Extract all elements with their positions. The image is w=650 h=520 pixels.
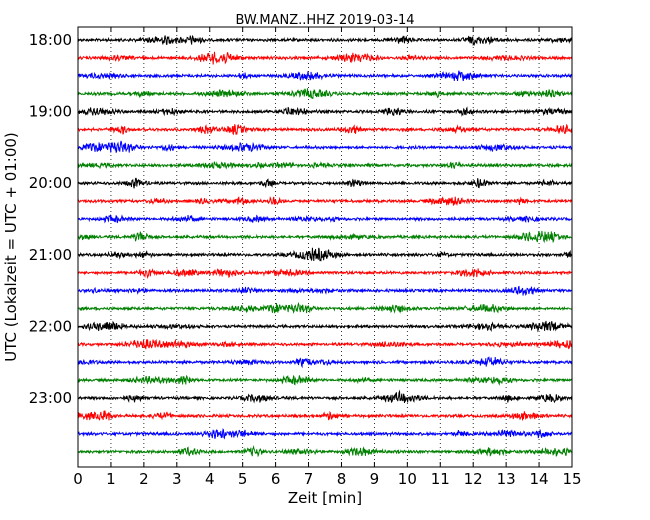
y-tick-label: 23:00	[29, 389, 72, 407]
trace-2115	[77, 268, 573, 279]
x-tick-label: 15	[562, 470, 581, 488]
x-tick-label: 1	[106, 470, 116, 488]
trace-1930	[77, 140, 573, 153]
x-tick-label: 7	[304, 470, 314, 488]
trace-2100	[77, 247, 573, 262]
trace-1800	[77, 34, 573, 47]
y-axis: 18:00 19:00 20:00 21:00 22:00 23:00	[29, 31, 572, 407]
trace-2315	[77, 410, 573, 421]
trace-2030	[77, 214, 572, 224]
y-tick-label: 22:00	[29, 317, 72, 335]
plot-area	[77, 26, 573, 468]
trace-2015	[77, 196, 573, 207]
trace-1945	[77, 161, 573, 170]
grid-lines	[110, 27, 540, 467]
trace-2330	[77, 427, 573, 440]
trace-2230	[77, 355, 573, 369]
x-tick-label: 2	[139, 470, 149, 488]
trace-2345	[77, 445, 573, 458]
trace-1915	[77, 123, 573, 136]
x-tick-label: 11	[431, 470, 450, 488]
trace-2300	[77, 389, 573, 404]
trace-2045	[77, 230, 573, 244]
x-tick-label: 9	[370, 470, 380, 488]
trace-2200	[77, 320, 573, 333]
trace-2215	[77, 338, 573, 350]
trace-2130	[77, 285, 573, 296]
x-tick-label: 12	[464, 470, 483, 488]
x-tick-label: 0	[73, 470, 83, 488]
y-axis-label: UTC (Lokalzeit = UTC + 01:00)	[2, 132, 20, 362]
x-tick-label: 10	[398, 470, 417, 488]
y-tick-label: 18:00	[29, 31, 72, 49]
trace-1900	[77, 106, 573, 117]
trace-1815	[77, 51, 573, 65]
x-tick-label: 8	[337, 470, 347, 488]
x-tick-label: 3	[172, 470, 182, 488]
chart-title: BW.MANZ..HHZ 2019-03-14	[235, 13, 414, 28]
trace-1845	[77, 88, 573, 99]
traces	[77, 34, 573, 458]
x-tick-label: 14	[530, 470, 549, 488]
y-tick-label: 20:00	[29, 174, 72, 192]
trace-2000	[77, 177, 573, 189]
trace-2245	[77, 374, 573, 386]
x-tick-label: 5	[238, 470, 248, 488]
trace-2145	[77, 301, 573, 314]
x-tick-label: 6	[271, 470, 281, 488]
trace-1830	[77, 70, 573, 82]
x-tick-label: 13	[497, 470, 516, 488]
x-axis-label: Zeit [min]	[288, 489, 362, 507]
y-tick-label: 21:00	[29, 246, 72, 264]
x-axis: 0 1 2 3 4 5 6 7 8 9 10 11 12 13 14 15	[73, 27, 582, 488]
x-tick-label: 4	[205, 470, 215, 488]
y-tick-label: 19:00	[29, 103, 72, 121]
